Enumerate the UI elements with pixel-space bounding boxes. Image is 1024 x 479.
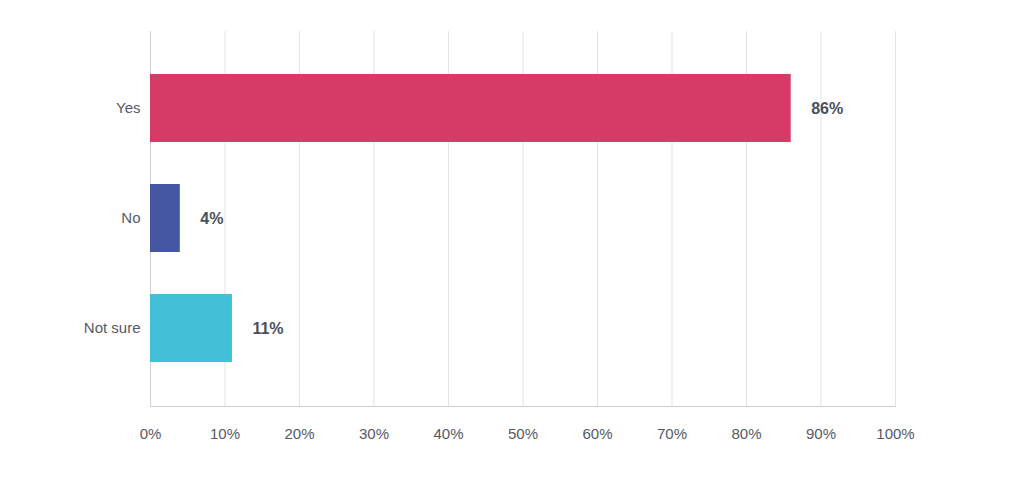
svg-text:30%: 30% bbox=[359, 425, 389, 442]
svg-text:80%: 80% bbox=[731, 425, 761, 442]
svg-text:86%: 86% bbox=[811, 100, 843, 117]
svg-text:90%: 90% bbox=[806, 425, 836, 442]
svg-text:50%: 50% bbox=[508, 425, 538, 442]
svg-text:11%: 11% bbox=[252, 320, 283, 337]
svg-text:Not sure: Not sure bbox=[84, 319, 141, 336]
svg-text:70%: 70% bbox=[657, 425, 687, 442]
svg-text:60%: 60% bbox=[582, 425, 612, 442]
svg-text:20%: 20% bbox=[284, 425, 314, 442]
svg-text:No: No bbox=[121, 209, 140, 226]
svg-text:0%: 0% bbox=[140, 425, 162, 442]
svg-text:100%: 100% bbox=[876, 425, 914, 442]
svg-text:40%: 40% bbox=[433, 425, 463, 442]
svg-text:Yes: Yes bbox=[116, 99, 140, 116]
svg-text:4%: 4% bbox=[200, 210, 223, 227]
svg-text:10%: 10% bbox=[210, 425, 240, 442]
